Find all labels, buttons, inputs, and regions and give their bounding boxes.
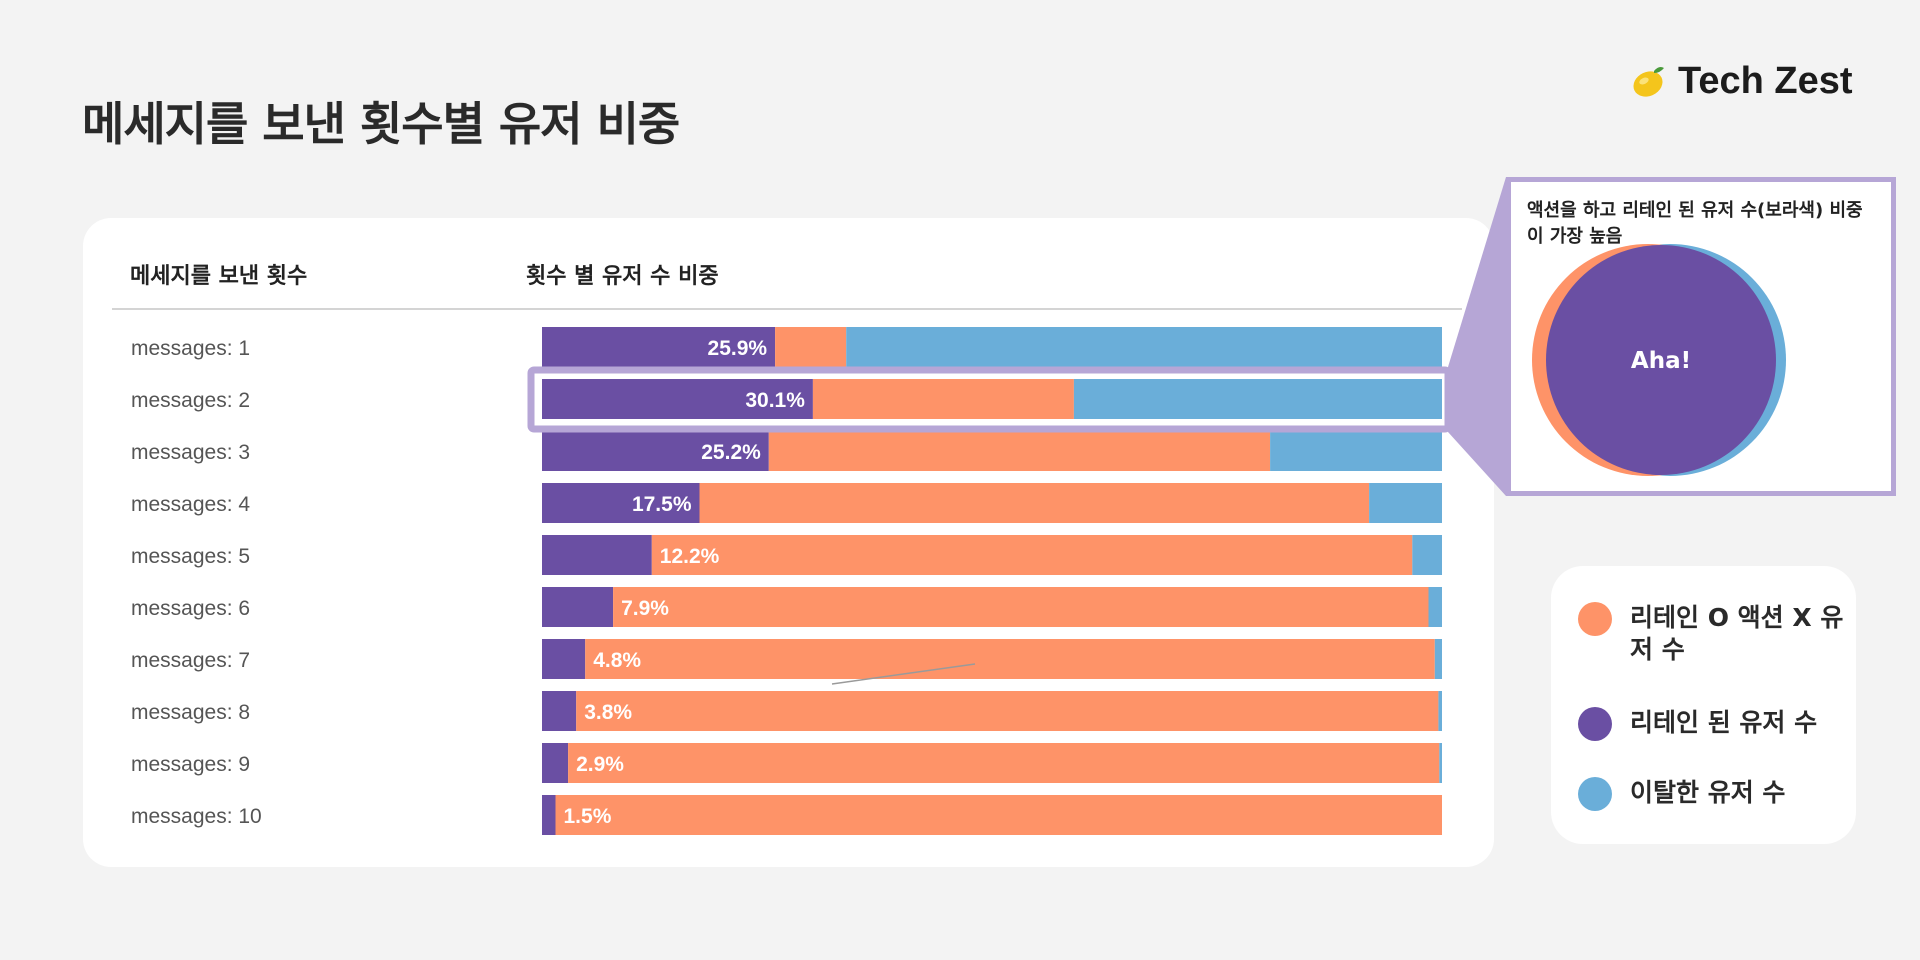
value-label: 7.9%	[621, 597, 669, 620]
row-label: messages: 2	[131, 389, 250, 412]
value-label: 2.9%	[576, 753, 624, 776]
bar-segment	[542, 431, 769, 471]
legend-swatch	[1578, 777, 1612, 811]
bar-segment	[775, 327, 847, 367]
legend-swatch	[1578, 602, 1612, 636]
bar-segment	[585, 639, 1435, 679]
legend-label: 리테인 된 유저 수	[1630, 708, 1818, 737]
bar-segment	[846, 327, 1442, 367]
row-label: messages: 10	[131, 805, 262, 828]
bar-segment	[568, 743, 1440, 783]
bar-segment	[542, 483, 700, 523]
column-header-user-share: 횟수 별 유저 수 비중	[526, 264, 719, 289]
row-label: messages: 8	[131, 701, 250, 724]
legend-item-retained: 리테인 된 유저 수	[1578, 707, 1850, 741]
bar-segment	[542, 327, 776, 367]
value-label: 4.8%	[593, 649, 641, 672]
bar-segment	[699, 483, 1370, 523]
venn-retained-circle	[1546, 245, 1776, 475]
header-divider	[112, 308, 1462, 310]
legend-item-retain-o-action-x: 리테인 O 액션 X 유저 수	[1578, 602, 1850, 666]
bar-segment	[1439, 743, 1442, 783]
row-label: messages: 3	[131, 441, 250, 464]
bar-segment	[555, 795, 1442, 835]
bar-segment	[542, 379, 813, 419]
legend-label: 이탈한 유저 수	[1630, 778, 1786, 807]
row-label: messages: 5	[131, 545, 250, 568]
bar-segment	[1438, 691, 1442, 731]
value-label: 25.9%	[708, 337, 768, 360]
page-title: 메세지를 보낸 횟수별 유저 비중	[82, 97, 680, 151]
bar-segment	[1412, 535, 1442, 575]
value-label: 3.8%	[584, 701, 632, 724]
bar-segment	[542, 535, 652, 575]
bar-segment	[1434, 639, 1442, 679]
value-label: 25.2%	[701, 441, 761, 464]
bar-segment	[542, 795, 556, 835]
lemon-icon	[1633, 66, 1664, 97]
bar-segment	[542, 639, 586, 679]
bar-segment	[651, 535, 1413, 575]
bar-segment	[1270, 431, 1442, 471]
value-label: 30.1%	[745, 389, 805, 412]
bar-segment	[812, 379, 1074, 419]
bar-segment	[542, 743, 569, 783]
brand-logo: Tech Zest	[1628, 60, 1853, 103]
bar-segment	[542, 587, 614, 627]
legend-swatch	[1578, 707, 1612, 741]
legend-label: 리테인 O 액션 X 유저 수	[1630, 603, 1844, 664]
brand-name: Tech Zest	[1678, 60, 1853, 102]
venn-center-label: Aha!	[1631, 348, 1691, 374]
bar-segment	[1073, 379, 1442, 419]
legend-item-churned: 이탈한 유저 수	[1578, 777, 1850, 811]
row-label: messages: 6	[131, 597, 250, 620]
column-header-message-count: 메세지를 보낸 횟수	[130, 264, 308, 289]
bar-segment	[542, 691, 577, 731]
row-label: messages: 7	[131, 649, 250, 672]
bar-segment	[1369, 483, 1442, 523]
value-label: 17.5%	[632, 493, 692, 516]
row-label: messages: 1	[131, 337, 250, 360]
bar-segment	[613, 587, 1429, 627]
row-label: messages: 4	[131, 493, 250, 516]
bar-segment	[768, 431, 1271, 471]
callout-text: 액션을 하고 리테인 된 유저 수(보라색) 비중이 가장 높음	[1527, 200, 1863, 247]
bar-segment	[576, 691, 1439, 731]
row-label: messages: 9	[131, 753, 250, 776]
value-label: 1.5%	[564, 805, 612, 828]
annotation-line	[831, 663, 976, 685]
bar-segment	[1428, 587, 1442, 627]
callout-connector	[1448, 177, 1506, 496]
value-label: 12.2%	[660, 545, 720, 568]
